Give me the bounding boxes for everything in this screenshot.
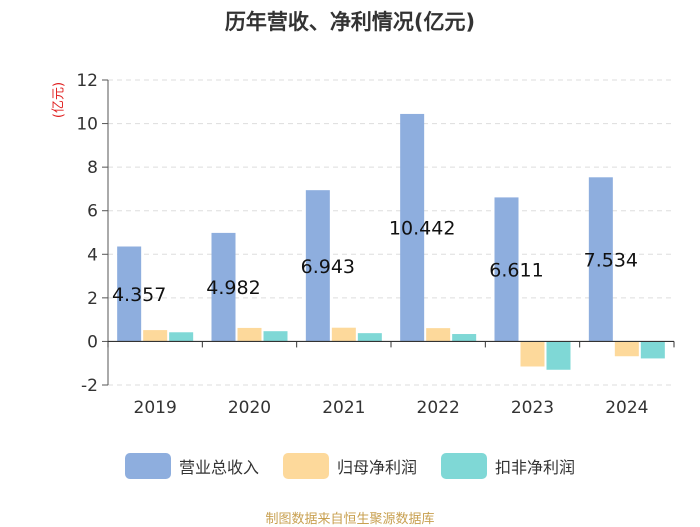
y-tick-label: -2: [81, 376, 98, 396]
legend-item-net-profit[interactable]: 归母净利润: [282, 453, 417, 479]
y-tick-label: 8: [87, 158, 98, 178]
bar-0-2023: [494, 197, 519, 342]
x-tick-label: 2020: [228, 398, 271, 418]
legend-label-revenue: 营业总收入: [178, 458, 259, 477]
bar-0-2022: [400, 113, 425, 342]
data-label: 10.442: [389, 218, 455, 240]
x-tick-label: 2024: [605, 398, 648, 418]
legend-label-net-profit: 归母净利润: [336, 458, 417, 477]
legend: 营业总收入 归母净利润 扣非净利润: [0, 453, 700, 479]
bar-1-2022: [426, 328, 451, 342]
x-tick-label: 2021: [322, 398, 365, 418]
x-tick-label: 2019: [134, 398, 177, 418]
y-tick-label: 12: [76, 71, 98, 91]
legend-swatch-revenue: [124, 453, 171, 479]
x-tick-label: 2023: [511, 398, 554, 418]
data-label: 4.982: [206, 277, 260, 299]
bar-2-2023: [546, 341, 571, 370]
x-tick-label: 2022: [417, 398, 460, 418]
bar-1-2021: [331, 327, 356, 342]
y-tick-label: 6: [87, 202, 98, 222]
bar-0-2020: [211, 232, 236, 342]
legend-swatch-net-profit: [282, 453, 329, 479]
bar-2-2024: [640, 341, 665, 359]
bar-2-2022: [452, 334, 477, 342]
bar-0-2021: [305, 190, 330, 342]
bar-1-2020: [237, 327, 262, 342]
bar-1-2019: [143, 330, 168, 342]
chart-title: 历年营收、净利情况(亿元): [224, 10, 476, 34]
legend-label-deducted-net-profit: 扣非净利润: [495, 458, 576, 477]
y-tick-label: 2: [87, 289, 98, 309]
y-tick-label: 4: [87, 245, 98, 265]
source-note: 制图数据来自恒生聚源数据库: [265, 512, 435, 527]
bar-1-2023: [520, 341, 545, 367]
data-label: 7.534: [584, 249, 638, 271]
legend-item-deducted-net-profit[interactable]: 扣非净利润: [441, 453, 575, 479]
bar-0-2019: [117, 246, 142, 342]
y-tick-label: 0: [87, 332, 98, 352]
legend-item-revenue[interactable]: 营业总收入: [124, 453, 259, 479]
bar-2-2021: [357, 333, 382, 342]
bar-2-2020: [263, 331, 288, 342]
bar-1-2024: [614, 341, 639, 357]
data-label: 4.357: [112, 284, 166, 306]
y-tick-label: 10: [76, 115, 98, 135]
bar-2-2019: [169, 332, 194, 342]
legend-swatch-deducted-net-profit: [441, 453, 487, 479]
bar-0-2024: [588, 177, 613, 342]
data-label: 6.943: [301, 256, 355, 278]
data-label: 6.611: [489, 259, 543, 281]
